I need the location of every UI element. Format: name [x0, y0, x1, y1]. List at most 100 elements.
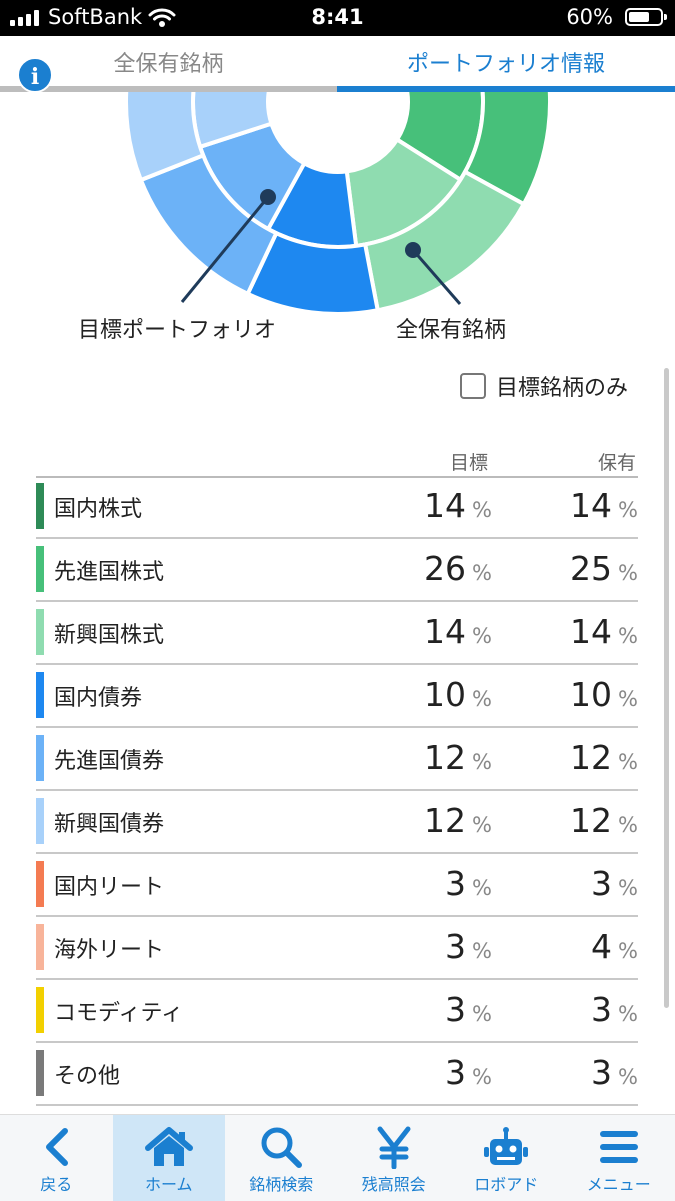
- holding-value: 25: [570, 549, 612, 588]
- category-color-bar: [36, 735, 44, 781]
- target-only-checkbox[interactable]: 目標銘柄のみ: [460, 370, 628, 402]
- percent-unit: %: [472, 687, 492, 711]
- category-color-bar: [36, 483, 44, 529]
- search-icon: [225, 1125, 338, 1169]
- percent-unit: %: [618, 561, 638, 585]
- target-percent: 14%: [392, 486, 492, 525]
- category-name: 海外リート: [54, 932, 164, 964]
- percent-unit: %: [618, 939, 638, 963]
- holding-value: 12: [570, 738, 612, 777]
- column-holding: 保有: [598, 448, 636, 475]
- hamburger-menu-icon: [563, 1125, 675, 1169]
- yen-icon: [338, 1125, 451, 1169]
- category-name: コモディティ: [54, 995, 183, 1027]
- target-value: 3: [445, 990, 466, 1029]
- nav-roboad[interactable]: ロボアド: [450, 1115, 563, 1201]
- category-name: 先進国債券: [54, 743, 164, 775]
- category-name: その他: [54, 1058, 120, 1090]
- category-name: 国内債券: [54, 680, 142, 712]
- target-percent: 12%: [392, 738, 492, 777]
- holding-value: 14: [570, 486, 612, 525]
- inner-ring-label: 目標ポートフォリオ: [78, 312, 276, 344]
- percent-unit: %: [618, 624, 638, 648]
- target-value: 12: [424, 738, 466, 777]
- target-value: 14: [424, 486, 466, 525]
- inner-label-marker: [260, 189, 276, 205]
- target-value: 10: [424, 675, 466, 714]
- percent-unit: %: [618, 1065, 638, 1089]
- category-name: 国内リート: [54, 869, 164, 901]
- percent-unit: %: [472, 561, 492, 585]
- percent-unit: %: [472, 1002, 492, 1026]
- target-value: 12: [424, 801, 466, 840]
- nav-search[interactable]: 銘柄検索: [225, 1115, 338, 1201]
- target-value: 14: [424, 612, 466, 651]
- tab-portfolio-info-label: ポートフォリオ情報: [407, 52, 605, 77]
- nav-balance[interactable]: 残高照会: [338, 1115, 451, 1201]
- holding-percent: 3%: [538, 990, 638, 1029]
- checkbox-box[interactable]: [460, 373, 486, 399]
- target-percent: 3%: [392, 1053, 492, 1092]
- category-name: 国内株式: [54, 491, 142, 523]
- category-color-bar: [36, 609, 44, 655]
- holding-percent: 3%: [538, 1053, 638, 1092]
- percent-unit: %: [472, 876, 492, 900]
- battery-icon: [625, 8, 663, 26]
- percent-unit: %: [618, 876, 638, 900]
- robot-icon: [450, 1125, 563, 1169]
- percent-unit: %: [618, 498, 638, 522]
- status-bar: SoftBank 8:41 60%: [0, 0, 675, 36]
- category-color-bar: [36, 798, 44, 844]
- target-percent: 14%: [392, 612, 492, 651]
- category-name: 新興国株式: [54, 617, 164, 649]
- tab-portfolio-info[interactable]: ポートフォリオ情報: [337, 46, 675, 92]
- target-percent: 3%: [392, 990, 492, 1029]
- holding-value: 10: [570, 675, 612, 714]
- nav-roboad-label: ロボアド: [450, 1171, 563, 1195]
- scrollbar[interactable]: [664, 368, 669, 1008]
- percent-unit: %: [472, 624, 492, 648]
- nav-menu[interactable]: メニュー: [563, 1115, 675, 1201]
- holding-percent: 12%: [538, 801, 638, 840]
- column-target: 目標: [450, 448, 488, 475]
- percent-unit: %: [472, 498, 492, 522]
- nav-home[interactable]: ホーム: [113, 1115, 226, 1201]
- holding-value: 12: [570, 801, 612, 840]
- holding-percent: 10%: [538, 675, 638, 714]
- nav-search-label: 銘柄検索: [225, 1171, 338, 1195]
- percent-unit: %: [618, 687, 638, 711]
- target-value: 26: [424, 549, 466, 588]
- holding-percent: 14%: [538, 612, 638, 651]
- target-percent: 3%: [392, 927, 492, 966]
- category-name: 新興国債券: [54, 806, 164, 838]
- percent-unit: %: [472, 1065, 492, 1089]
- category-name: 先進国株式: [54, 554, 164, 586]
- nav-home-label: ホーム: [113, 1171, 226, 1195]
- info-icon[interactable]: i: [17, 57, 53, 93]
- category-color-bar: [36, 1050, 44, 1096]
- outer-label-marker: [405, 242, 421, 258]
- category-color-bar: [36, 672, 44, 718]
- back-chevron-icon: [0, 1125, 113, 1169]
- nav-back[interactable]: 戻る: [0, 1115, 113, 1201]
- percent-unit: %: [472, 939, 492, 963]
- bottom-nav: 戻る ホーム 銘柄検索 残高照会: [0, 1114, 675, 1201]
- category-color-bar: [36, 546, 44, 592]
- category-color-bar: [36, 924, 44, 970]
- nav-menu-label: メニュー: [563, 1171, 675, 1195]
- percent-unit: %: [618, 1002, 638, 1026]
- holding-value: 14: [570, 612, 612, 651]
- target-percent: 3%: [392, 864, 492, 903]
- percent-unit: %: [472, 750, 492, 774]
- home-icon: [113, 1125, 226, 1169]
- outer-ring-label: 全保有銘柄: [396, 312, 506, 344]
- tab-all-holdings-label: 全保有銘柄: [113, 52, 223, 77]
- holding-value: 4: [591, 927, 612, 966]
- category-color-bar: [36, 861, 44, 907]
